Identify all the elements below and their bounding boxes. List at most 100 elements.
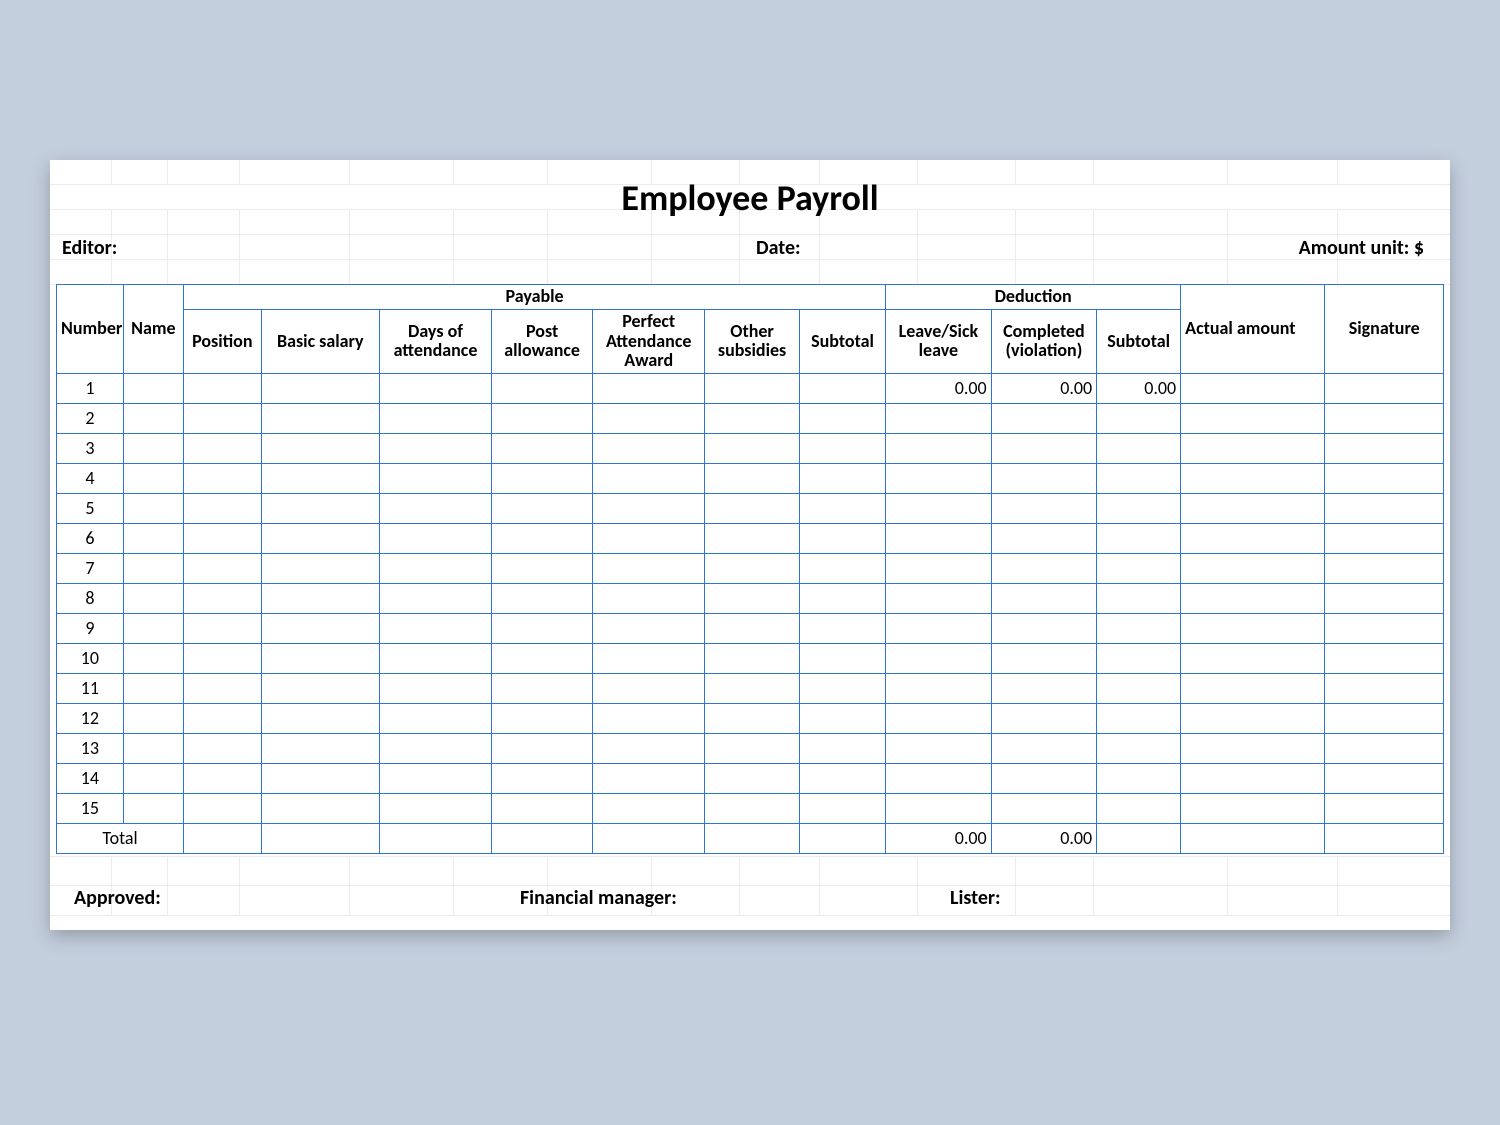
- total-basic[interactable]: [261, 824, 379, 854]
- cell-number[interactable]: 1: [57, 374, 124, 404]
- cell-number[interactable]: 15: [57, 794, 124, 824]
- cell-perfect-award[interactable]: [593, 734, 705, 764]
- cell-other-subsidies[interactable]: [705, 524, 800, 554]
- col-post-allowance[interactable]: Post allowance: [491, 309, 592, 373]
- cell-name[interactable]: [123, 704, 183, 734]
- cell-days-attendance[interactable]: [380, 584, 492, 614]
- cell-other-subsidies[interactable]: [705, 764, 800, 794]
- cell-leave-sick[interactable]: [886, 524, 992, 554]
- cell-days-attendance[interactable]: [380, 494, 492, 524]
- cell-subtotal-pay[interactable]: [799, 704, 885, 734]
- cell-number[interactable]: 7: [57, 554, 124, 584]
- cell-subtotal-pay[interactable]: [799, 764, 885, 794]
- cell-perfect-award[interactable]: [593, 674, 705, 704]
- cell-leave-sick[interactable]: [886, 734, 992, 764]
- cell-name[interactable]: [123, 494, 183, 524]
- cell-position[interactable]: [184, 524, 262, 554]
- cell-signature[interactable]: [1325, 494, 1444, 524]
- cell-days-attendance[interactable]: [380, 674, 492, 704]
- cell-completed-violation[interactable]: [991, 434, 1097, 464]
- cell-subtotal-pay[interactable]: [799, 644, 885, 674]
- cell-basic-salary[interactable]: [261, 524, 379, 554]
- total-sub-pay[interactable]: [799, 824, 885, 854]
- cell-subtotal-pay[interactable]: [799, 674, 885, 704]
- cell-actual-amount[interactable]: [1181, 464, 1325, 494]
- col-perfect-award[interactable]: Perfect Attendance Award: [593, 309, 705, 373]
- table-row[interactable]: 10.000.000.00: [57, 374, 1444, 404]
- cell-other-subsidies[interactable]: [705, 734, 800, 764]
- cell-name[interactable]: [123, 584, 183, 614]
- cell-perfect-award[interactable]: [593, 374, 705, 404]
- cell-basic-salary[interactable]: [261, 794, 379, 824]
- cell-subtotal-pay[interactable]: [799, 434, 885, 464]
- cell-leave-sick[interactable]: 0.00: [886, 374, 992, 404]
- cell-days-attendance[interactable]: [380, 614, 492, 644]
- cell-completed-violation[interactable]: [991, 794, 1097, 824]
- cell-subtotal-ded[interactable]: [1097, 644, 1181, 674]
- cell-basic-salary[interactable]: [261, 584, 379, 614]
- cell-name[interactable]: [123, 464, 183, 494]
- cell-position[interactable]: [184, 704, 262, 734]
- cell-completed-violation[interactable]: [991, 764, 1097, 794]
- cell-post-allowance[interactable]: [491, 494, 592, 524]
- cell-leave-sick[interactable]: [886, 644, 992, 674]
- cell-subtotal-ded[interactable]: [1097, 734, 1181, 764]
- cell-position[interactable]: [184, 464, 262, 494]
- cell-position[interactable]: [184, 434, 262, 464]
- cell-leave-sick[interactable]: [886, 704, 992, 734]
- col-subtotal-pay[interactable]: Subtotal: [799, 309, 885, 373]
- col-position[interactable]: Position: [184, 309, 262, 373]
- cell-other-subsidies[interactable]: [705, 614, 800, 644]
- cell-position[interactable]: [184, 734, 262, 764]
- cell-basic-salary[interactable]: [261, 614, 379, 644]
- cell-subtotal-ded[interactable]: [1097, 464, 1181, 494]
- cell-actual-amount[interactable]: [1181, 704, 1325, 734]
- cell-days-attendance[interactable]: [380, 764, 492, 794]
- cell-signature[interactable]: [1325, 794, 1444, 824]
- cell-days-attendance[interactable]: [380, 794, 492, 824]
- col-name[interactable]: Name: [123, 285, 183, 374]
- cell-signature[interactable]: [1325, 524, 1444, 554]
- col-basic-salary[interactable]: Basic salary: [261, 309, 379, 373]
- cell-basic-salary[interactable]: [261, 494, 379, 524]
- total-violation[interactable]: 0.00: [991, 824, 1097, 854]
- cell-leave-sick[interactable]: [886, 764, 992, 794]
- cell-leave-sick[interactable]: [886, 554, 992, 584]
- cell-position[interactable]: [184, 794, 262, 824]
- cell-completed-violation[interactable]: [991, 674, 1097, 704]
- table-row[interactable]: 13: [57, 734, 1444, 764]
- total-allow[interactable]: [491, 824, 592, 854]
- table-row[interactable]: 11: [57, 674, 1444, 704]
- cell-perfect-award[interactable]: [593, 554, 705, 584]
- cell-completed-violation[interactable]: [991, 584, 1097, 614]
- cell-position[interactable]: [184, 584, 262, 614]
- total-label[interactable]: Total: [57, 824, 184, 854]
- table-row[interactable]: 5: [57, 494, 1444, 524]
- cell-name[interactable]: [123, 674, 183, 704]
- cell-signature[interactable]: [1325, 434, 1444, 464]
- table-row[interactable]: 9: [57, 614, 1444, 644]
- cell-subtotal-ded[interactable]: [1097, 554, 1181, 584]
- col-days-attendance[interactable]: Days of attendance: [380, 309, 492, 373]
- group-deduction[interactable]: Deduction: [886, 285, 1181, 310]
- cell-subtotal-pay[interactable]: [799, 524, 885, 554]
- cell-subtotal-pay[interactable]: [799, 404, 885, 434]
- cell-name[interactable]: [123, 524, 183, 554]
- cell-actual-amount[interactable]: [1181, 794, 1325, 824]
- cell-name[interactable]: [123, 404, 183, 434]
- cell-name[interactable]: [123, 434, 183, 464]
- cell-position[interactable]: [184, 554, 262, 584]
- cell-basic-salary[interactable]: [261, 764, 379, 794]
- cell-name[interactable]: [123, 734, 183, 764]
- cell-perfect-award[interactable]: [593, 404, 705, 434]
- cell-subtotal-ded[interactable]: 0.00: [1097, 374, 1181, 404]
- cell-basic-salary[interactable]: [261, 404, 379, 434]
- cell-actual-amount[interactable]: [1181, 554, 1325, 584]
- cell-post-allowance[interactable]: [491, 764, 592, 794]
- cell-signature[interactable]: [1325, 704, 1444, 734]
- cell-leave-sick[interactable]: [886, 794, 992, 824]
- cell-number[interactable]: 13: [57, 734, 124, 764]
- cell-signature[interactable]: [1325, 374, 1444, 404]
- cell-days-attendance[interactable]: [380, 434, 492, 464]
- cell-position[interactable]: [184, 674, 262, 704]
